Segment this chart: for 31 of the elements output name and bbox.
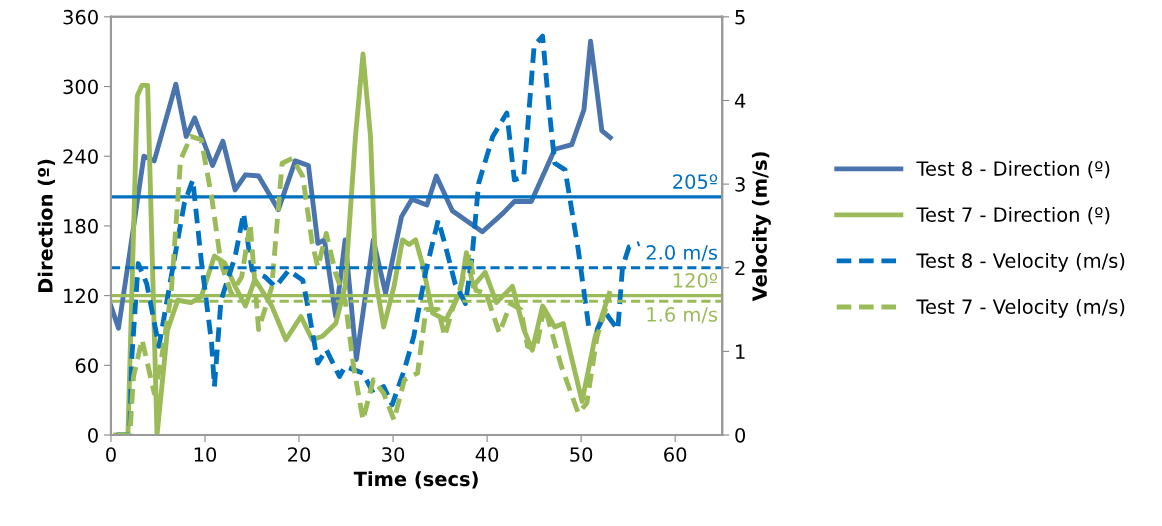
ref-line-label: 2.0 m/s <box>646 245 718 262</box>
x-tick-label: 30 <box>382 447 405 462</box>
y-tick-label: 0 <box>88 427 98 443</box>
x-tick-label: 60 <box>664 447 687 462</box>
y-tick-label: 240 <box>63 149 98 164</box>
y-tick-label: 180 <box>64 218 98 234</box>
y-tick-label: 300 <box>63 79 98 95</box>
x-tick-label: 40 <box>475 447 499 462</box>
y-tick-label: 360 <box>63 9 98 25</box>
y2-tick-label: 5 <box>735 10 745 25</box>
legend-label: Test 7 - Velocity (m/s) <box>916 298 1125 318</box>
y2-axis-title: Velocity (m/s) <box>751 152 771 302</box>
y2-tick-label: 0 <box>735 427 746 443</box>
x-tick-label: 20 <box>288 447 311 462</box>
ref-line-label: 205º <box>673 174 718 189</box>
legend-label: Test 7 - Direction (º) <box>916 206 1110 225</box>
ref-line-label: 1.6 m/s <box>647 307 718 324</box>
y-tick-label: 60 <box>75 358 98 373</box>
legend-label: Test 8 - Velocity (m/s) <box>916 252 1125 272</box>
y2-tick-label: 4 <box>734 93 746 108</box>
y2-tick-label: 1 <box>736 344 745 359</box>
x-tick-label: 10 <box>194 447 217 462</box>
x-axis-title: Time (secs) <box>353 471 478 489</box>
ref-line-label: 120º <box>673 272 718 288</box>
x-tick-label: 50 <box>570 447 593 462</box>
y-axis-title: Direction (º) <box>37 159 56 293</box>
legend-label: Test 8 - Direction (º) <box>916 160 1110 179</box>
y-tick-label: 120 <box>64 288 98 304</box>
y2-tick-label: 2 <box>735 260 745 276</box>
y2-tick-label: 3 <box>735 177 745 192</box>
x-tick-label: 0 <box>106 447 116 462</box>
